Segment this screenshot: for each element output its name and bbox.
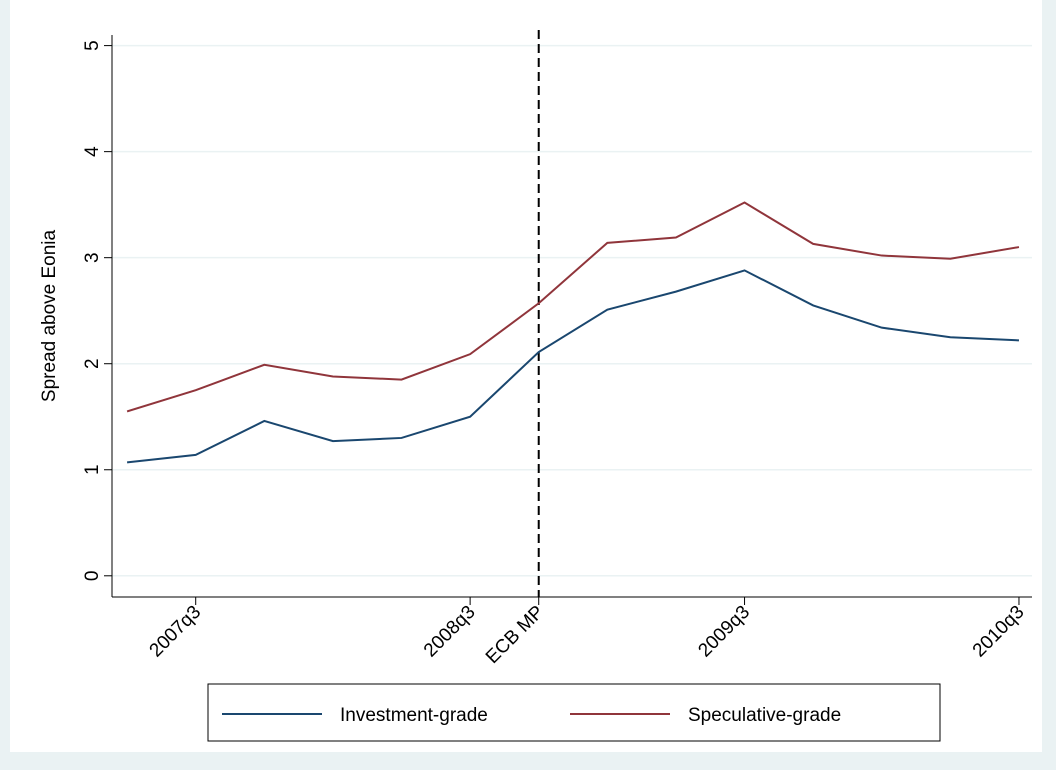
y-tick-label: 2 bbox=[82, 358, 103, 369]
y-tick-label: 4 bbox=[82, 146, 103, 157]
y-tick-label: 5 bbox=[82, 40, 103, 51]
series-line bbox=[126, 201, 1020, 413]
legend-box bbox=[207, 683, 941, 742]
series-line bbox=[126, 269, 1020, 464]
legend-label: Investment-grade bbox=[340, 705, 488, 726]
y-tick-label: 1 bbox=[82, 464, 103, 475]
y-tick-label: 0 bbox=[82, 571, 103, 582]
y-tick-label: 3 bbox=[82, 252, 103, 263]
y-axis-label: Spread above Eonia bbox=[39, 229, 60, 402]
plot-background bbox=[10, 0, 1042, 752]
legend-label: Speculative-grade bbox=[688, 705, 841, 726]
